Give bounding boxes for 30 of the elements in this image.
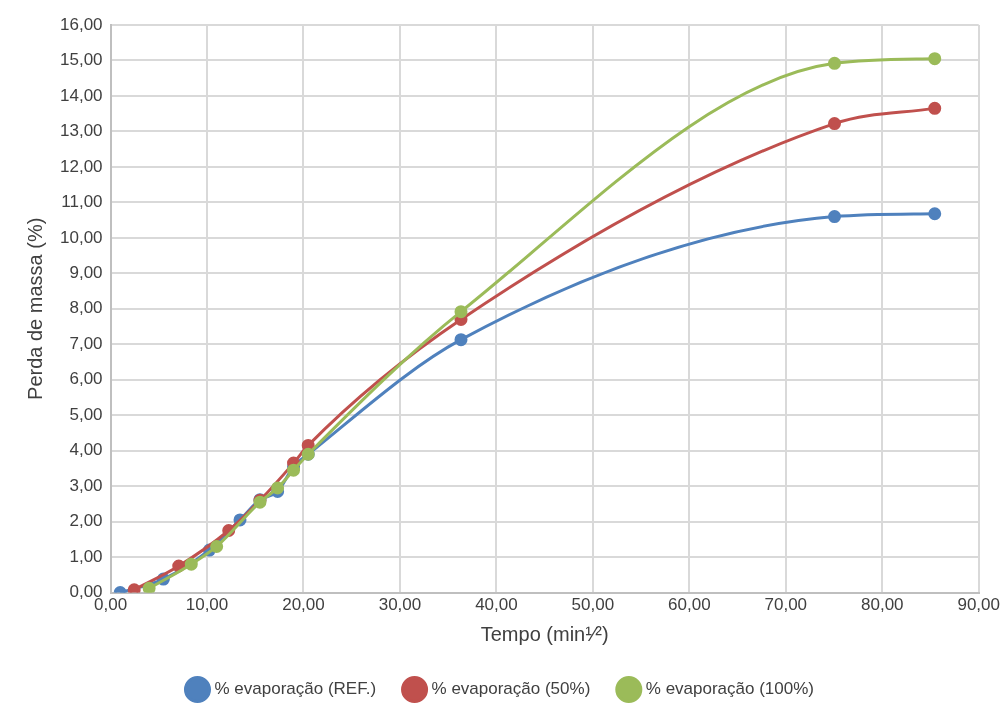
x-tick-label: 70,00 [764, 595, 808, 615]
x-tick-label: 40,00 [475, 595, 518, 615]
x-axis-title: Tempo (min¹⁄²) [480, 622, 609, 645]
y-tick-label: 7,00 [69, 333, 103, 353]
y-tick-label: 16,00 [59, 14, 103, 34]
y-tick-label: 12,00 [59, 156, 103, 176]
y-tick-label: 9,00 [69, 263, 103, 283]
y-tick-label: 10,00 [59, 227, 103, 247]
y-tick-label: 4,00 [69, 440, 103, 460]
y-tick-label: 11,00 [61, 192, 103, 212]
x-tick-label: 90,00 [957, 595, 1000, 615]
legend-label: % evaporação (100%) [645, 679, 815, 699]
y-tick-label: 8,00 [69, 298, 103, 318]
x-tick-label: 20,00 [282, 595, 325, 615]
y-tick-label: 6,00 [69, 369, 103, 389]
x-tick-label: 10,00 [185, 595, 229, 615]
y-tick-label: 3,00 [69, 475, 103, 495]
x-tick-label: 50,00 [571, 595, 615, 615]
y-axis-title: Perda de massa (%) [23, 217, 46, 400]
y-tick-label: 2,00 [69, 511, 103, 531]
y-tick-label: 13,00 [59, 121, 103, 141]
y-tick-label: 15,00 [59, 50, 103, 70]
legend-label: % evaporação (REF.) [214, 679, 377, 699]
x-tick-label: 60,00 [668, 595, 711, 615]
legend-label: % evaporação (50%) [431, 679, 591, 699]
x-tick-label: 30,00 [378, 595, 422, 615]
y-tick-label: 14,00 [59, 85, 103, 105]
y-tick-label: 5,00 [69, 404, 103, 424]
x-tick-label: 80,00 [860, 595, 904, 615]
y-tick-label: 1,00 [69, 546, 103, 566]
